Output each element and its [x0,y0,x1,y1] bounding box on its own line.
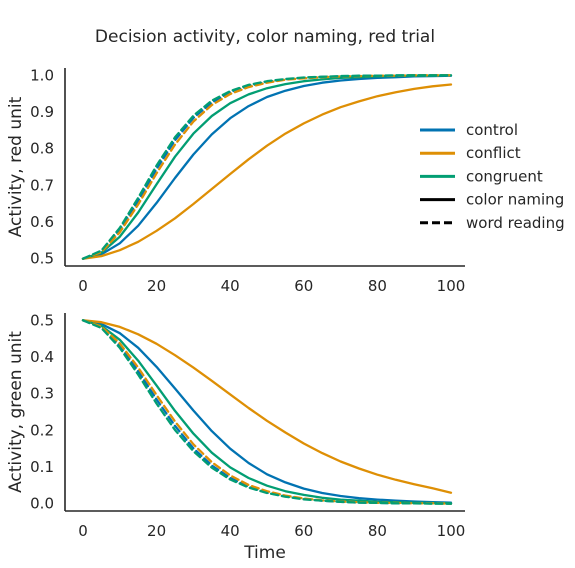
top-panel: 0.5 0.6 0.7 0.8 0.9 1.0 0 20 40 60 80 100 Activity… [6,66,465,295]
y-tick-label: 0.8 [30,140,54,158]
bottom-panel-y-label: Activity, green unit [6,331,26,493]
x-tick-label: 60 [294,277,313,295]
y-tick-label: 0.2 [30,421,54,439]
series-line-congruent-word-reading [81,74,453,260]
bottom-panel: 0.0 0.1 0.2 0.3 0.4 0.5 0 20 40 60 80 100 Activity… [6,311,465,563]
x-tick-label: 0 [78,277,88,295]
y-tick-label: 0.1 [30,458,54,476]
x-tick-label: 20 [147,277,166,295]
top-panel-x-ticks: 0 20 40 60 80 100 [78,277,465,295]
top-panel-y-label: Activity, red unit [6,96,26,237]
legend-label: congruent [466,167,543,185]
y-tick-label: 1.0 [30,66,54,84]
x-tick-label: 80 [368,522,387,540]
series-line-conflict-color-naming [81,319,453,494]
y-tick-label: 0.5 [30,311,54,329]
bottom-panel-y-ticks: 0.0 0.1 0.2 0.3 0.4 0.5 [30,311,54,512]
x-tick-label: 80 [368,277,387,295]
series-line-control-word-reading [81,74,453,260]
x-tick-label: 40 [221,277,240,295]
series-line-conflict-word-reading [81,74,453,260]
x-axis-label: Time [243,543,286,563]
x-tick-label: 40 [221,522,240,540]
legend: control conflict congruent color naming word… [420,121,565,232]
series-line-conflict-color-naming [81,83,453,260]
series-line-congruent-color-naming [81,74,453,260]
x-tick-label: 60 [294,522,313,540]
y-tick-label: 0.5 [30,250,54,268]
y-tick-label: 0.6 [30,213,54,231]
bottom-panel-series [81,319,453,505]
x-tick-label: 100 [437,277,466,295]
series-line-control-color-naming [81,74,453,260]
y-tick-label: 0.0 [30,495,54,513]
legend-label: color naming [466,191,564,209]
series-line-conflict-word-reading [81,319,453,505]
legend-label: word reading [466,214,565,232]
x-tick-label: 0 [78,522,88,540]
x-tick-label: 100 [437,522,466,540]
y-tick-label: 0.7 [30,176,54,194]
x-tick-label: 20 [147,522,166,540]
series-line-congruent-word-reading [81,319,453,505]
series-line-control-color-naming [81,319,453,504]
chart-title: Decision activity, color naming, red tri… [95,27,435,47]
y-tick-label: 0.4 [30,348,54,366]
top-panel-series [81,74,453,260]
top-panel-y-ticks: 0.5 0.6 0.7 0.8 0.9 1.0 [30,66,54,267]
y-tick-label: 0.3 [30,385,54,403]
y-tick-label: 0.9 [30,103,54,121]
legend-label: control [466,121,518,139]
legend-label: conflict [466,144,521,162]
bottom-panel-x-ticks: 0 20 40 60 80 100 [78,522,465,540]
